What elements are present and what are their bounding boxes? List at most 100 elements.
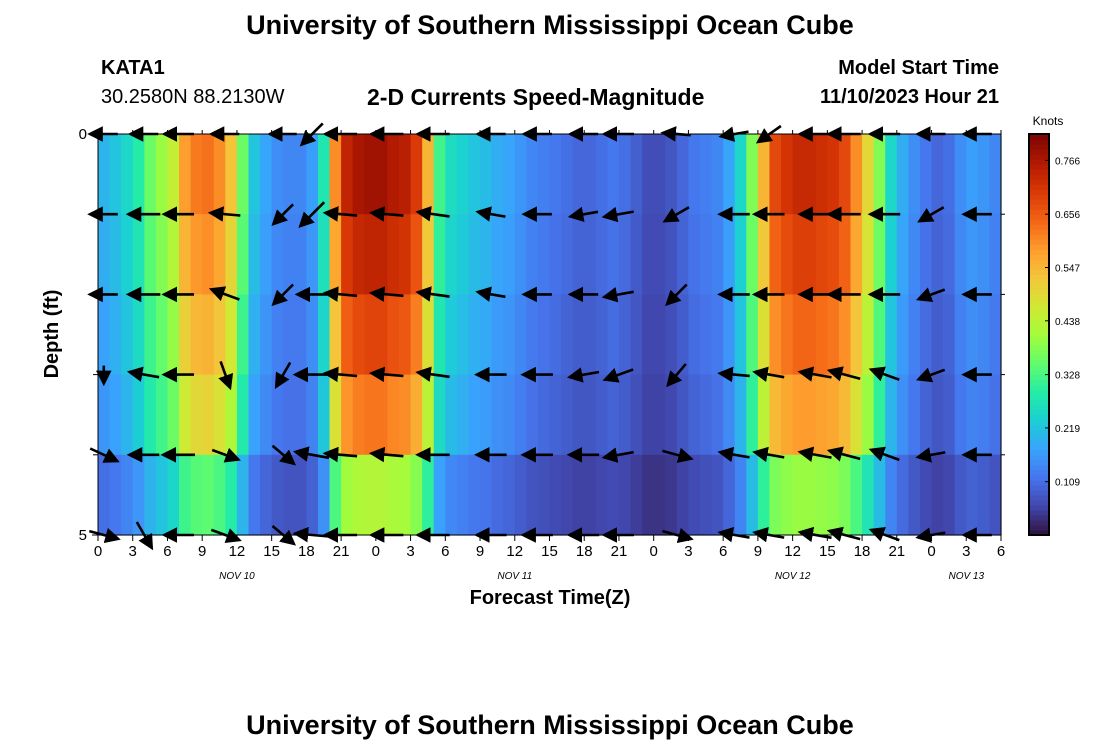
colorbar-tick-label: 0.656: [1055, 210, 1080, 221]
heatmap-cell: [213, 294, 226, 376]
heatmap-cell: [688, 214, 701, 295]
heatmap-cell: [422, 454, 435, 536]
heatmap-cell: [248, 294, 261, 376]
current-vector-arrow: [322, 446, 358, 463]
heatmap-cell: [943, 134, 956, 215]
heatmap-cell: [769, 214, 782, 295]
current-vector-arrow: [666, 363, 687, 388]
heatmap-cell: [179, 294, 192, 376]
heatmap-cell: [584, 374, 597, 456]
heatmap-cell: [526, 214, 539, 295]
heatmap-cell: [711, 134, 724, 215]
heatmap-cell: [352, 134, 365, 215]
colorbar-segment: [1029, 354, 1049, 361]
heatmap-cell: [873, 214, 886, 295]
heatmap-cell: [202, 454, 215, 536]
heatmap-cell: [248, 134, 261, 215]
heatmap-cell: [607, 374, 620, 456]
heatmap-cell: [260, 214, 273, 295]
chart-subtitle: 2-D Currents Speed-Magnitude: [367, 84, 705, 110]
heatmap-cells: [98, 134, 1002, 536]
heatmap-cell: [294, 294, 307, 376]
heatmap-cell: [387, 134, 400, 215]
heatmap-cell: [225, 374, 238, 456]
heatmap-cell: [399, 134, 412, 215]
x-tick-label: 9: [754, 543, 762, 560]
heatmap-cell: [700, 454, 713, 536]
heatmap-cell: [456, 454, 470, 536]
heatmap-cell: [607, 454, 620, 536]
colorbar-segment: [1029, 194, 1049, 200]
heatmap-cell: [850, 214, 863, 295]
heatmap-cell: [445, 294, 458, 376]
heatmap-cell: [862, 134, 875, 215]
heatmap-cell: [179, 374, 192, 456]
heatmap-cell: [792, 454, 805, 536]
heatmap-cell: [734, 294, 747, 376]
colorbar-segment: [1029, 139, 1049, 145]
heatmap-cell: [236, 454, 250, 536]
x-tick-label: 0: [372, 543, 380, 560]
heatmap-cell: [827, 454, 840, 536]
colorbar-segment: [1029, 274, 1049, 280]
current-vector-arrow: [717, 366, 750, 383]
heatmap-cell: [908, 374, 921, 456]
colorbar-unit: Knots: [1033, 114, 1064, 128]
x-tick-label: 12: [784, 543, 801, 560]
heatmap-cell: [676, 294, 690, 376]
heatmap-cell: [827, 134, 840, 215]
heatmap-cell: [144, 374, 157, 456]
heatmap-cell: [862, 294, 875, 376]
heatmap-cell: [121, 214, 134, 295]
y-axis-label: Depth (ft): [41, 290, 63, 379]
heatmap-cell: [838, 294, 852, 376]
heatmap-cell: [317, 294, 331, 376]
colorbar-segment: [1029, 204, 1049, 210]
heatmap-cell: [943, 374, 956, 456]
current-vector-arrow: [915, 287, 946, 303]
colorbar-segment: [1029, 294, 1049, 301]
colorbar-tick-label: 0.219: [1055, 424, 1080, 435]
x-tick-label: 18: [854, 543, 871, 560]
heatmap-cell: [537, 214, 551, 295]
heatmap-cell: [364, 214, 377, 295]
date-label: NOV 13: [948, 571, 984, 582]
colorbar-segment: [1029, 279, 1049, 285]
heatmap-cell: [885, 134, 898, 215]
colorbar-segment: [1029, 454, 1049, 461]
heatmap-cell: [665, 134, 678, 215]
x-tick-label: 12: [229, 543, 246, 560]
heatmap-cell: [873, 294, 886, 376]
heatmap-cell: [781, 454, 794, 536]
heatmap-cell: [734, 454, 747, 536]
chart-title-bottom: University of Southern Mississippi Ocean…: [246, 710, 854, 740]
heatmap-cell: [815, 294, 828, 376]
heatmap-cell: [595, 454, 608, 536]
colorbar-tick-label: 0.766: [1055, 156, 1080, 167]
x-tick-label: 6: [163, 543, 171, 560]
current-vector-arrow: [868, 446, 900, 462]
colorbar-frame: [1028, 133, 1050, 536]
colorbar-segment: [1029, 234, 1049, 240]
heatmap-cell: [167, 374, 180, 456]
heatmap-cell: [676, 454, 690, 536]
heatmap-cell: [618, 214, 632, 295]
y-tick-label: 5: [79, 527, 87, 544]
colorbar-segment: [1029, 464, 1049, 471]
heatmap-cell: [572, 134, 585, 215]
heatmap-cell: [375, 214, 389, 295]
colorbar-segment: [1029, 259, 1049, 265]
heatmap-cell: [572, 374, 585, 456]
heatmap-cell: [850, 374, 863, 456]
heatmap-cell: [989, 294, 1002, 376]
heatmap-cell: [769, 294, 782, 376]
heatmap-cell: [202, 134, 215, 215]
heatmap-cell: [179, 214, 192, 295]
heatmap-cell: [607, 214, 620, 295]
heatmap-cell: [885, 294, 898, 376]
heatmap-cell: [549, 214, 562, 295]
heatmap-cell: [456, 294, 470, 376]
heatmap-cell: [561, 454, 574, 536]
colorbar-segment: [1029, 429, 1049, 436]
heatmap-cell: [433, 454, 446, 536]
